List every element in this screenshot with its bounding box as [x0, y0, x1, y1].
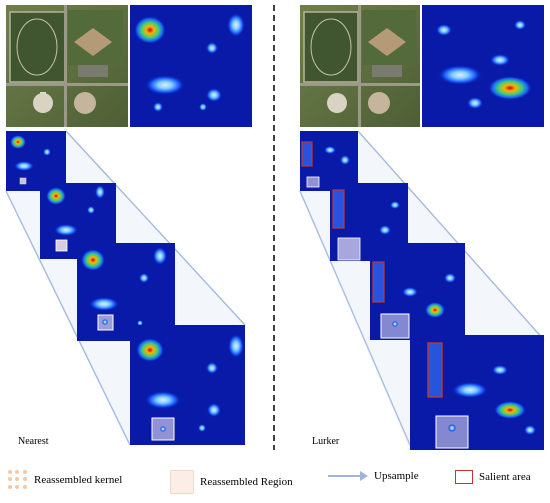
kernel-dots-icon [8, 470, 28, 490]
legend-item-region: Reassembled Region [170, 470, 293, 494]
legend-item-upsample: Upsample [328, 470, 419, 482]
heatmap-nearest-1 [6, 131, 66, 191]
legend-salient-label: Salient area [479, 471, 531, 483]
heatmap-nearest-top [130, 5, 252, 127]
heatmap-lurker-4 [410, 335, 544, 450]
arrow-right-icon [328, 471, 368, 481]
label-lurker: Lurker [312, 436, 340, 447]
legend-region-label: Reassembled Region [200, 476, 293, 488]
satellite-image-right [300, 5, 420, 127]
label-nearest: Nearest [18, 436, 49, 447]
satellite-image-left [6, 5, 128, 127]
heatmap-nearest-4 [130, 325, 245, 445]
upsample-lines-right [299, 130, 545, 446]
heatmap-lurker-1 [300, 131, 358, 191]
heatmap-nearest-3 [77, 243, 175, 341]
heatmap-lurker-top [422, 5, 544, 127]
legend-upsample-label: Upsample [374, 470, 419, 482]
legend: Reassembled kernel Reassembled Region Up… [0, 462, 550, 498]
heatmap-lurker-3 [370, 243, 465, 340]
legend-item-kernel: Reassembled kernel [8, 470, 122, 490]
region-square-icon [170, 470, 194, 494]
legend-item-salient: Salient area [455, 470, 531, 484]
upsample-lines-left [5, 130, 246, 446]
legend-kernel-label: Reassembled kernel [34, 474, 123, 486]
red-box-icon [455, 470, 473, 484]
